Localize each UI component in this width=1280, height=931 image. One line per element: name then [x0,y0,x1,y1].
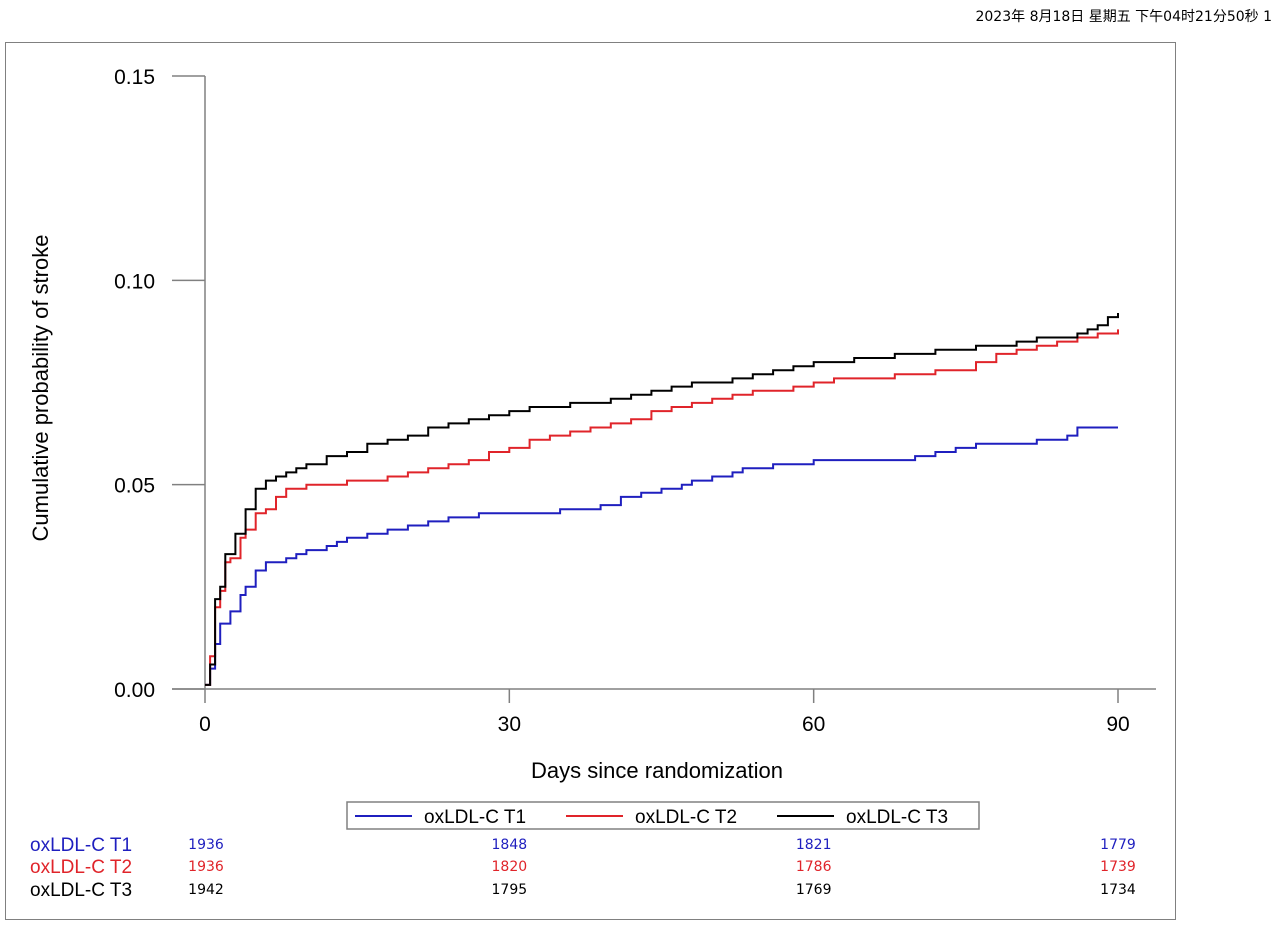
risk-count: 1942 [188,882,224,898]
series-line-t3 [205,313,1119,686]
axes: 0.00 0.05 0.10 0.15 0 30 60 90 [114,66,1156,736]
legend-label-t1: oxLDL-C T1 [424,807,526,828]
legend: oxLDL-C T1 oxLDL-C T2 oxLDL-C T3 [346,801,980,830]
series-line-t2 [205,329,1119,686]
risk-row-label: oxLDL-C T3 [30,880,132,901]
risk-count: 1734 [1100,882,1136,898]
x-tick-label: 60 [802,713,825,736]
risk-count: 1739 [1100,859,1136,875]
survival-curves [205,313,1119,686]
risk-count: 1848 [492,837,528,853]
risk-count: 1795 [492,882,528,898]
risk-count: 1820 [492,859,528,875]
legend-box [346,801,980,830]
risk-count: 1779 [1100,837,1136,853]
header-timestamp: 2023年 8月18日 星期五 下午04时21分50秒 1 [975,9,1272,25]
x-tick-label: 90 [1106,713,1129,736]
legend-label-t2: oxLDL-C T2 [635,807,737,828]
y-tick-label: 0.10 [114,270,155,293]
chart-frame [5,42,1176,920]
x-tick-label: 30 [498,713,521,736]
risk-count: 1769 [796,882,832,898]
risk-count: 1936 [188,859,224,875]
x-axis-title: Days since randomization [531,758,783,783]
x-tick-label: 0 [199,713,211,736]
risk-table: oxLDL-C T1 1936 1848 1821 1779 oxLDL-C T2 1936… [30,835,1136,901]
y-axis-title: Cumulative probability of stroke [28,235,53,542]
y-tick-label: 0.15 [114,66,155,89]
series-line-t1 [205,426,1118,686]
risk-count: 1821 [796,837,832,853]
risk-count: 1936 [188,837,224,853]
y-tick-label: 0.00 [114,679,155,702]
risk-row-label: oxLDL-C T2 [30,857,132,878]
risk-count: 1786 [796,859,832,875]
y-tick-label: 0.05 [114,475,155,498]
legend-label-t3: oxLDL-C T3 [846,807,948,828]
risk-row-label: oxLDL-C T1 [30,835,132,856]
